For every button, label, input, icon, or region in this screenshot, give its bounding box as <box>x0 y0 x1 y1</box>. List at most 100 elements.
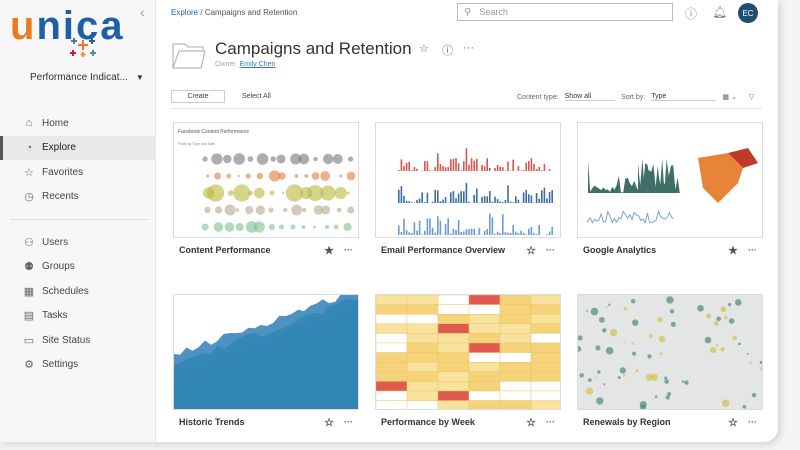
workbook-card[interactable]: Email Performance Overview ☆ ··· <box>375 122 561 262</box>
card-thumbnail[interactable] <box>577 294 763 410</box>
card-title[interactable]: Google Analytics <box>583 245 657 255</box>
favorite-star-icon[interactable]: ☆ <box>419 43 429 55</box>
star-outline-icon[interactable]: ☆ <box>324 416 334 429</box>
breadcrumb-explore[interactable]: Explore <box>171 8 199 17</box>
card-thumbnail[interactable] <box>375 294 561 410</box>
card-thumbnail[interactable]: Facebook Content Performance Posts by Typ… <box>173 122 359 238</box>
more-actions-icon[interactable]: ··· <box>546 245 555 255</box>
owner-link[interactable]: Emily Chen <box>239 61 276 68</box>
card-footer: Email Performance Overview ☆ ··· <box>375 238 561 262</box>
card-title[interactable]: Renewals by Region <box>583 417 671 427</box>
filter-icon[interactable]: ▽ <box>748 94 755 101</box>
card-title[interactable]: Content Performance <box>179 245 271 255</box>
star-filled-icon[interactable]: ★ <box>728 244 738 257</box>
thumbnail-chart <box>174 295 358 409</box>
more-actions-icon[interactable]: ··· <box>344 417 353 427</box>
more-actions-icon[interactable]: ··· <box>546 417 555 427</box>
gear-icon: ⚙ <box>24 359 34 372</box>
owner: Owner Emily Chen <box>215 61 276 68</box>
content-type-select[interactable]: Show all <box>564 93 616 101</box>
star-outline-icon[interactable]: ☆ <box>526 416 536 429</box>
sidebar-item-site-status[interactable]: ▭ Site Status <box>0 328 156 353</box>
create-button[interactable]: Create <box>171 90 225 103</box>
workbook-card[interactable]: Facebook Content Performance Posts by Typ… <box>173 122 359 262</box>
main-content: Explore / Campaigns and Retention ⚲ Searc… <box>157 0 778 442</box>
workbook-card[interactable]: Renewals by Region ☆ ··· <box>577 294 763 434</box>
card-title[interactable]: Email Performance Overview <box>381 245 506 255</box>
sidebar-item-users[interactable]: ⚇ Users <box>0 230 156 255</box>
card-footer: Historic Trends ☆ ··· <box>173 410 359 434</box>
sidebar-item-label: Home <box>42 117 69 129</box>
card-thumbnail[interactable] <box>173 294 359 410</box>
nav-primary: ⌂ Home ◔ Explore ☆ Favorites ◷ Recents <box>0 111 156 209</box>
sidebar-item-label: Recents <box>42 191 79 203</box>
thumbnail-chart <box>398 148 553 235</box>
more-actions-icon[interactable]: ··· <box>344 245 353 255</box>
sidebar-item-label: Users <box>42 236 69 248</box>
card-thumbnail[interactable] <box>375 122 561 238</box>
star-filled-icon[interactable]: ★ <box>324 244 334 257</box>
sidebar: unica ‹ Performance Indicat... ▼ ⌂ Home ◔ Ex… <box>0 0 156 442</box>
star-outline-icon[interactable]: ☆ <box>728 416 738 429</box>
folder-icon <box>172 43 206 69</box>
collapse-sidebar-button[interactable]: ‹ <box>140 4 145 20</box>
page-title: Campaigns and Retention <box>215 39 412 58</box>
groups-icon: ⚉ <box>24 261 34 274</box>
divider <box>171 108 762 109</box>
sidebar-item-tasks[interactable]: ▤ Tasks <box>0 304 156 329</box>
thumbnail-chart: Facebook Content Performance Posts by Typ… <box>178 129 356 233</box>
sidebar-item-recents[interactable]: ◷ Recents <box>0 185 156 210</box>
sidebar-item-explore[interactable]: ◔ Explore <box>0 135 156 160</box>
avatar[interactable]: EC <box>738 3 758 23</box>
svg-text:Facebook Content Performance: Facebook Content Performance <box>178 129 249 135</box>
workbook-card[interactable]: Performance by Week ☆ ··· <box>375 294 561 434</box>
more-actions-icon[interactable]: ··· <box>748 417 757 427</box>
star-outline-icon[interactable]: ☆ <box>526 244 536 257</box>
divider <box>10 219 148 220</box>
sidebar-item-label: Settings <box>42 359 79 371</box>
card-footer: Renewals by Region ☆ ··· <box>577 410 763 434</box>
sidebar-item-favorites[interactable]: ☆ Favorites <box>0 160 156 185</box>
sidebar-item-label: Site Status <box>42 334 91 346</box>
filters-bar: Content type: Show all Sort by: Type ▦ ⌄… <box>517 93 755 101</box>
tasks-icon: ▤ <box>23 310 35 323</box>
sidebar-item-settings[interactable]: ⚙ Settings <box>0 353 156 378</box>
sidebar-item-label: Groups <box>42 261 75 273</box>
thumbnail-chart <box>376 295 560 409</box>
thumbnail-chart <box>587 148 758 224</box>
help-icon[interactable]: ⓘ <box>685 7 698 21</box>
star-icon: ☆ <box>24 166 34 179</box>
nav-admin: ⚇ Users ⚉ Groups ▦ Schedules ▤ Tasks ▭ Site Statu… <box>0 230 156 377</box>
site-selector[interactable]: Performance Indicat... ▼ <box>30 72 144 83</box>
card-title[interactable]: Performance by Week <box>381 417 475 427</box>
sidebar-item-schedules[interactable]: ▦ Schedules <box>0 279 156 304</box>
calendar-icon: ▦ <box>23 285 35 298</box>
notification-bell-icon[interactable]: 🔔︎ <box>712 5 728 19</box>
search-icon: ⚲ <box>464 6 472 18</box>
svg-text:Posts by Type and Date: Posts by Type and Date <box>178 142 215 146</box>
more-actions-icon[interactable]: ··· <box>463 42 474 54</box>
card-title[interactable]: Historic Trends <box>179 417 245 427</box>
sidebar-item-label: Favorites <box>42 166 84 178</box>
chevron-down-icon: ▼ <box>135 73 144 82</box>
card-thumbnail[interactable] <box>577 122 763 238</box>
workbook-card[interactable]: Historic Trends ☆ ··· <box>173 294 359 434</box>
thumbnail-chart <box>578 295 762 409</box>
clock-icon: ◷ <box>24 191 34 204</box>
logo-mark-icon <box>70 38 96 57</box>
sidebar-item-home[interactable]: ⌂ Home <box>0 111 156 136</box>
sort-select[interactable]: Type <box>651 93 717 101</box>
search-input[interactable]: ⚲ Search <box>457 3 673 21</box>
sidebar-item-label: Tasks <box>42 310 68 322</box>
logo: unica <box>10 4 125 48</box>
more-actions-icon[interactable]: ··· <box>748 245 757 255</box>
app-window: unica ‹ Performance Indicat... ▼ ⌂ Home ◔ Ex… <box>0 0 778 442</box>
grid-view-icon[interactable]: ▦ ⌄ <box>722 94 737 101</box>
card-footer: Content Performance ★ ··· <box>173 238 359 262</box>
info-icon[interactable]: ⓘ <box>442 45 453 57</box>
home-icon: ⌂ <box>25 117 33 130</box>
sidebar-item-groups[interactable]: ⚉ Groups <box>0 255 156 280</box>
status-icon: ▭ <box>23 334 35 347</box>
workbook-card[interactable]: Google Analytics ★ ··· <box>577 122 763 262</box>
select-all-button[interactable]: Select All <box>242 93 271 100</box>
